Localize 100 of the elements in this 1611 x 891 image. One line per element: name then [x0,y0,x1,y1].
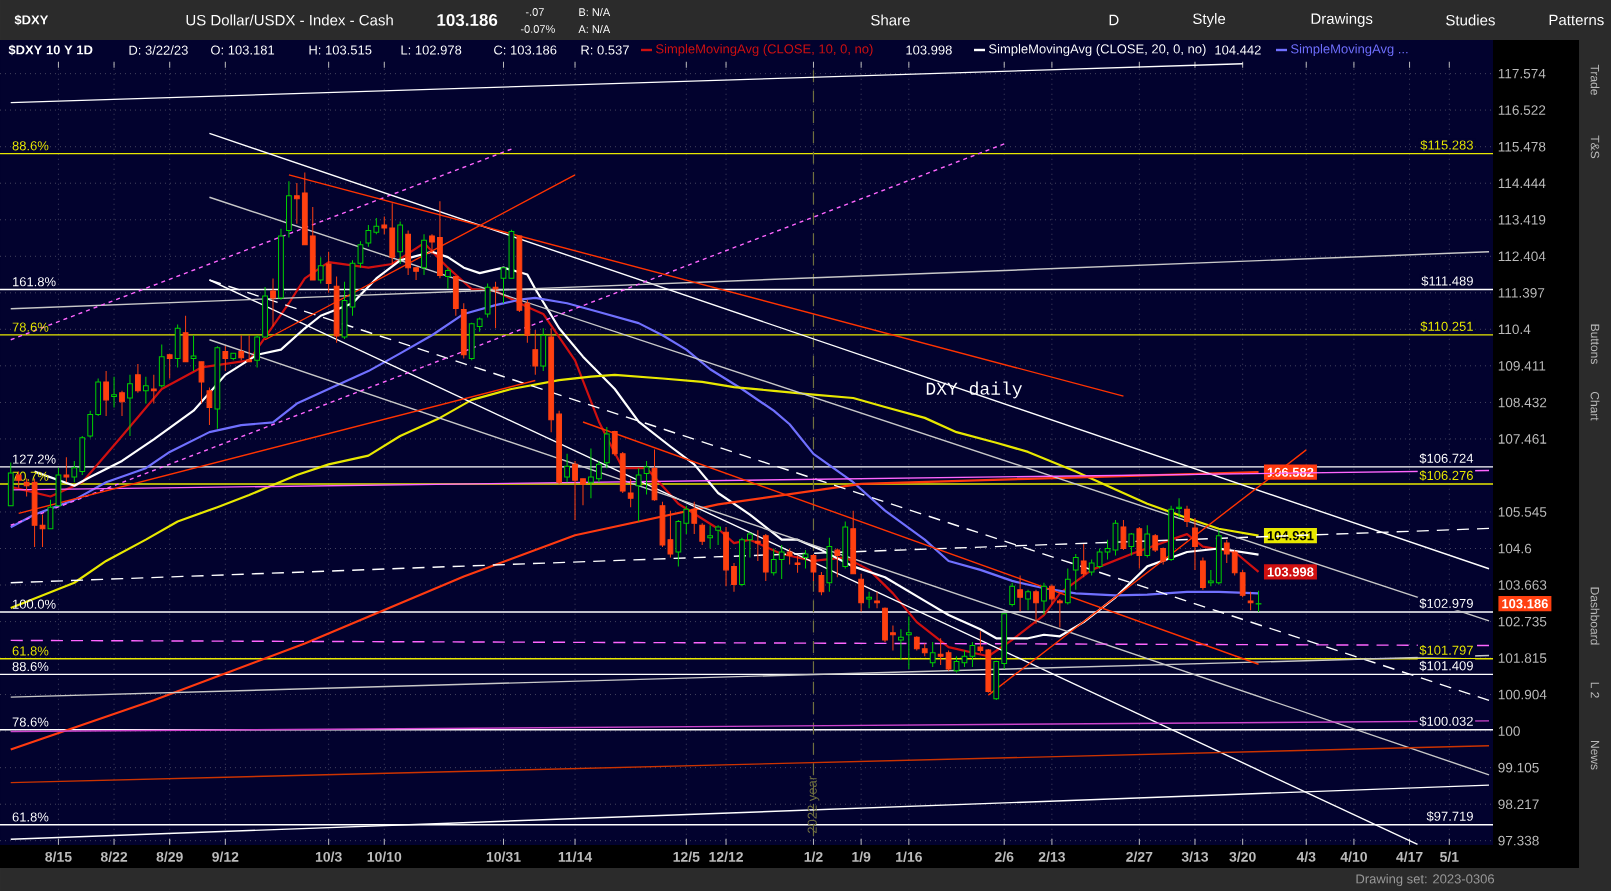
legend-label: SimpleMovingAvg (CLOSE, 10, 0, no) [656,43,873,57]
candlestick [254,334,261,368]
annotation: 88.6% [12,141,49,151]
y-tick-label: 105.545 [1498,507,1547,517]
text: Patterns [1549,14,1604,26]
candlestick [63,456,70,483]
x-tick-label: 9/12 [212,851,239,862]
x-tick-label: 3/13 [1181,851,1209,862]
candlestick [111,376,117,408]
x-tick-label: 11/14 [558,851,593,862]
annotation: DXY daily [926,381,1022,399]
candlestick [71,460,78,483]
x-tick-label: 4/17 [1396,851,1423,862]
text: -.07 [525,8,544,16]
y-tick-label: 103.663 [1498,580,1547,590]
data-label: 103.998 [1267,567,1314,577]
candlestick [905,616,912,670]
candlestick [866,591,872,609]
x-tick-label: 8/29 [156,851,183,862]
candlestick [937,637,944,666]
candlestick [707,524,714,549]
candlestick [1128,532,1135,557]
candlestick [731,562,737,593]
candlestick [929,641,936,668]
annotation: 61.8% [12,812,49,822]
candlestick [127,374,133,437]
x-tick-label: 1/2 [804,851,823,862]
x-tick-label: 3/20 [1229,851,1256,862]
text: T&S [1590,135,1600,159]
candlestick [198,361,205,405]
candlestick [103,370,109,417]
text: L: 102.978 [401,45,462,55]
annotation: 161.8% [13,277,56,287]
ref-line-label: 2022 year [807,776,820,834]
x-tick-label: 12/5 [673,851,700,862]
y-tick-label: 117.574 [1498,68,1546,79]
ref-line-label: $111.489 [1421,275,1473,287]
candlestick [1239,569,1246,598]
candlestick [874,591,880,609]
candlestick [413,267,419,281]
candlestick [293,182,300,225]
candlestick [1025,589,1031,611]
ref-line-label: $102.979 [1419,598,1473,609]
y-tick-label: 99.105 [1498,762,1539,773]
candlestick [691,501,698,535]
text: 103.186 [1502,599,1548,609]
x-tick-label: 10/31 [486,851,521,862]
text: Share [871,14,910,26]
y-tick-label: 101.815 [1498,653,1547,663]
candlestick [365,224,372,248]
candlestick [532,329,539,376]
legend-label: SimpleMovingAvg ... [1291,43,1408,57]
candlestick [1207,569,1214,587]
x-tick-label: 2/13 [1038,851,1066,862]
text: 103.998 [906,45,952,55]
candlestick [429,233,435,255]
y-tick-label: 112.404 [1498,251,1546,262]
line-series [9,471,1260,751]
legend-label: SimpleMovingAvg (CLOSE, 20, 0, no) [989,43,1206,57]
candlestick [1072,553,1079,591]
candlestick [1056,598,1063,628]
candlestick [150,374,157,405]
ref-line-label: $115.283 [1420,139,1473,151]
text: B: N/A [579,7,611,17]
candlestick [1017,574,1023,612]
candlestick [1033,589,1039,625]
x-tick-label: 2/6 [994,851,1014,862]
annotation: 61.8% [12,646,49,656]
candlestick [190,334,197,372]
y-tick-label: 100.904 [1498,689,1547,700]
candlestick [1176,497,1182,519]
candlestick [890,625,896,652]
candlestick [444,267,451,290]
candlestick [206,387,213,426]
data-label: 104.931 [1267,531,1314,541]
candlestick [1231,549,1238,576]
candlestick [1041,582,1047,616]
candlestick [492,281,499,329]
y-tick-label: 97.338 [1498,835,1539,846]
candlestick [818,571,825,596]
candlestick [1247,591,1254,611]
text: C: 103.186 [494,45,557,55]
candlestick [683,505,690,535]
text: R: 0.537 [581,45,629,55]
candlestick [1255,590,1262,613]
ref-line-label: $110.251 [1420,321,1473,332]
candlestick [238,334,245,361]
candlestick [142,376,149,405]
candlestick [1096,548,1103,569]
y-tick-label: 115.478 [1498,141,1546,152]
candlestick [135,363,141,394]
text: 103.186 [437,13,498,27]
candlestick [317,256,324,285]
candlestick [222,345,229,372]
x-tick-label: 4/10 [1340,851,1367,862]
text: US Dollar/USDX - Index - Cash [186,14,393,26]
text: H: 103.515 [309,45,372,55]
ref-line-label: $106.724 [1419,453,1474,464]
x-tick-label: 8/15 [45,851,72,862]
candlestick [588,447,594,499]
